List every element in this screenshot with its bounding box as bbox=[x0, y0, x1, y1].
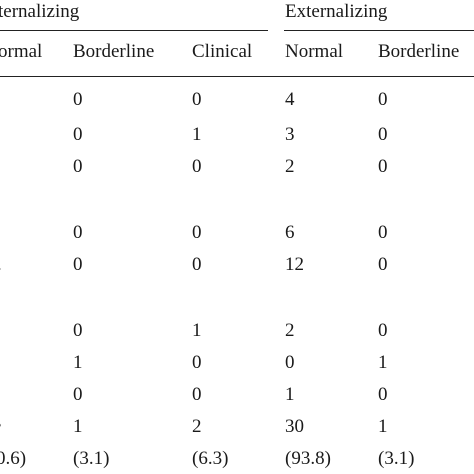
table-cell: 30 bbox=[285, 416, 304, 437]
group-rule-externalizing bbox=[284, 30, 474, 31]
col-header-normal-int: ormal bbox=[0, 41, 43, 62]
table-cell: 0 bbox=[378, 124, 388, 145]
group-header-internalizing: ternalizing bbox=[0, 1, 80, 22]
table-cell: 3 bbox=[285, 124, 295, 145]
table-cell: 0 bbox=[73, 89, 83, 110]
row-label-fragment: ․ bbox=[0, 254, 2, 276]
table-cell: 0 bbox=[285, 352, 295, 373]
table-cell: 0 bbox=[73, 254, 83, 275]
table-cell: 0 bbox=[192, 156, 202, 177]
table-cell: 0.6) bbox=[0, 448, 27, 469]
table-cell: 2 bbox=[285, 156, 295, 177]
table-cell: (6.3) bbox=[192, 448, 229, 469]
table-cell: 4 bbox=[285, 89, 295, 110]
table-cell: 2 bbox=[192, 416, 202, 437]
table-cell: 0 bbox=[73, 384, 83, 405]
table-cell: 0 bbox=[73, 222, 83, 243]
table-cell: 0 bbox=[378, 156, 388, 177]
table-cell: 1 bbox=[73, 416, 83, 437]
table-cell: 1 bbox=[378, 352, 388, 373]
col-header-clinical-int: Clinical bbox=[192, 41, 253, 62]
table-cell: 6 bbox=[285, 222, 295, 243]
table-cell: 0 bbox=[378, 320, 388, 341]
table-cell: 0 bbox=[378, 254, 388, 275]
table-cell: (3.1) bbox=[378, 448, 415, 469]
table-cell: 0 bbox=[378, 222, 388, 243]
table-cell: 0 bbox=[192, 89, 202, 110]
col-header-normal-ext: Normal bbox=[285, 41, 344, 62]
table-cell: 0 bbox=[192, 254, 202, 275]
col-header-borderline-ext: Borderline bbox=[378, 41, 460, 62]
table-cell: 0 bbox=[192, 222, 202, 243]
table-cell: 1 bbox=[192, 124, 202, 145]
table-cell: 0 bbox=[73, 156, 83, 177]
table-cell: 0 bbox=[192, 352, 202, 373]
table-cell: 1 bbox=[192, 320, 202, 341]
table-cell: 1 bbox=[378, 416, 388, 437]
table-cell: 1 bbox=[73, 352, 83, 373]
row-label-fragment: • bbox=[0, 416, 2, 438]
table-cell: 0 bbox=[73, 320, 83, 341]
table-cell: 12 bbox=[285, 254, 304, 275]
group-rule-internalizing bbox=[0, 30, 268, 31]
table-cell: 0 bbox=[378, 384, 388, 405]
table-cell: 1 bbox=[285, 384, 295, 405]
header-rule bbox=[0, 76, 474, 77]
table-cell: 0 bbox=[73, 124, 83, 145]
table-cell: 0 bbox=[378, 89, 388, 110]
table-cell: 2 bbox=[285, 320, 295, 341]
col-header-borderline-int: Borderline bbox=[73, 41, 155, 62]
table-cell: (93.8) bbox=[285, 448, 331, 469]
group-header-externalizing: Externalizing bbox=[285, 1, 388, 22]
table-cell: (3.1) bbox=[73, 448, 110, 469]
table-cell: 0 bbox=[192, 384, 202, 405]
